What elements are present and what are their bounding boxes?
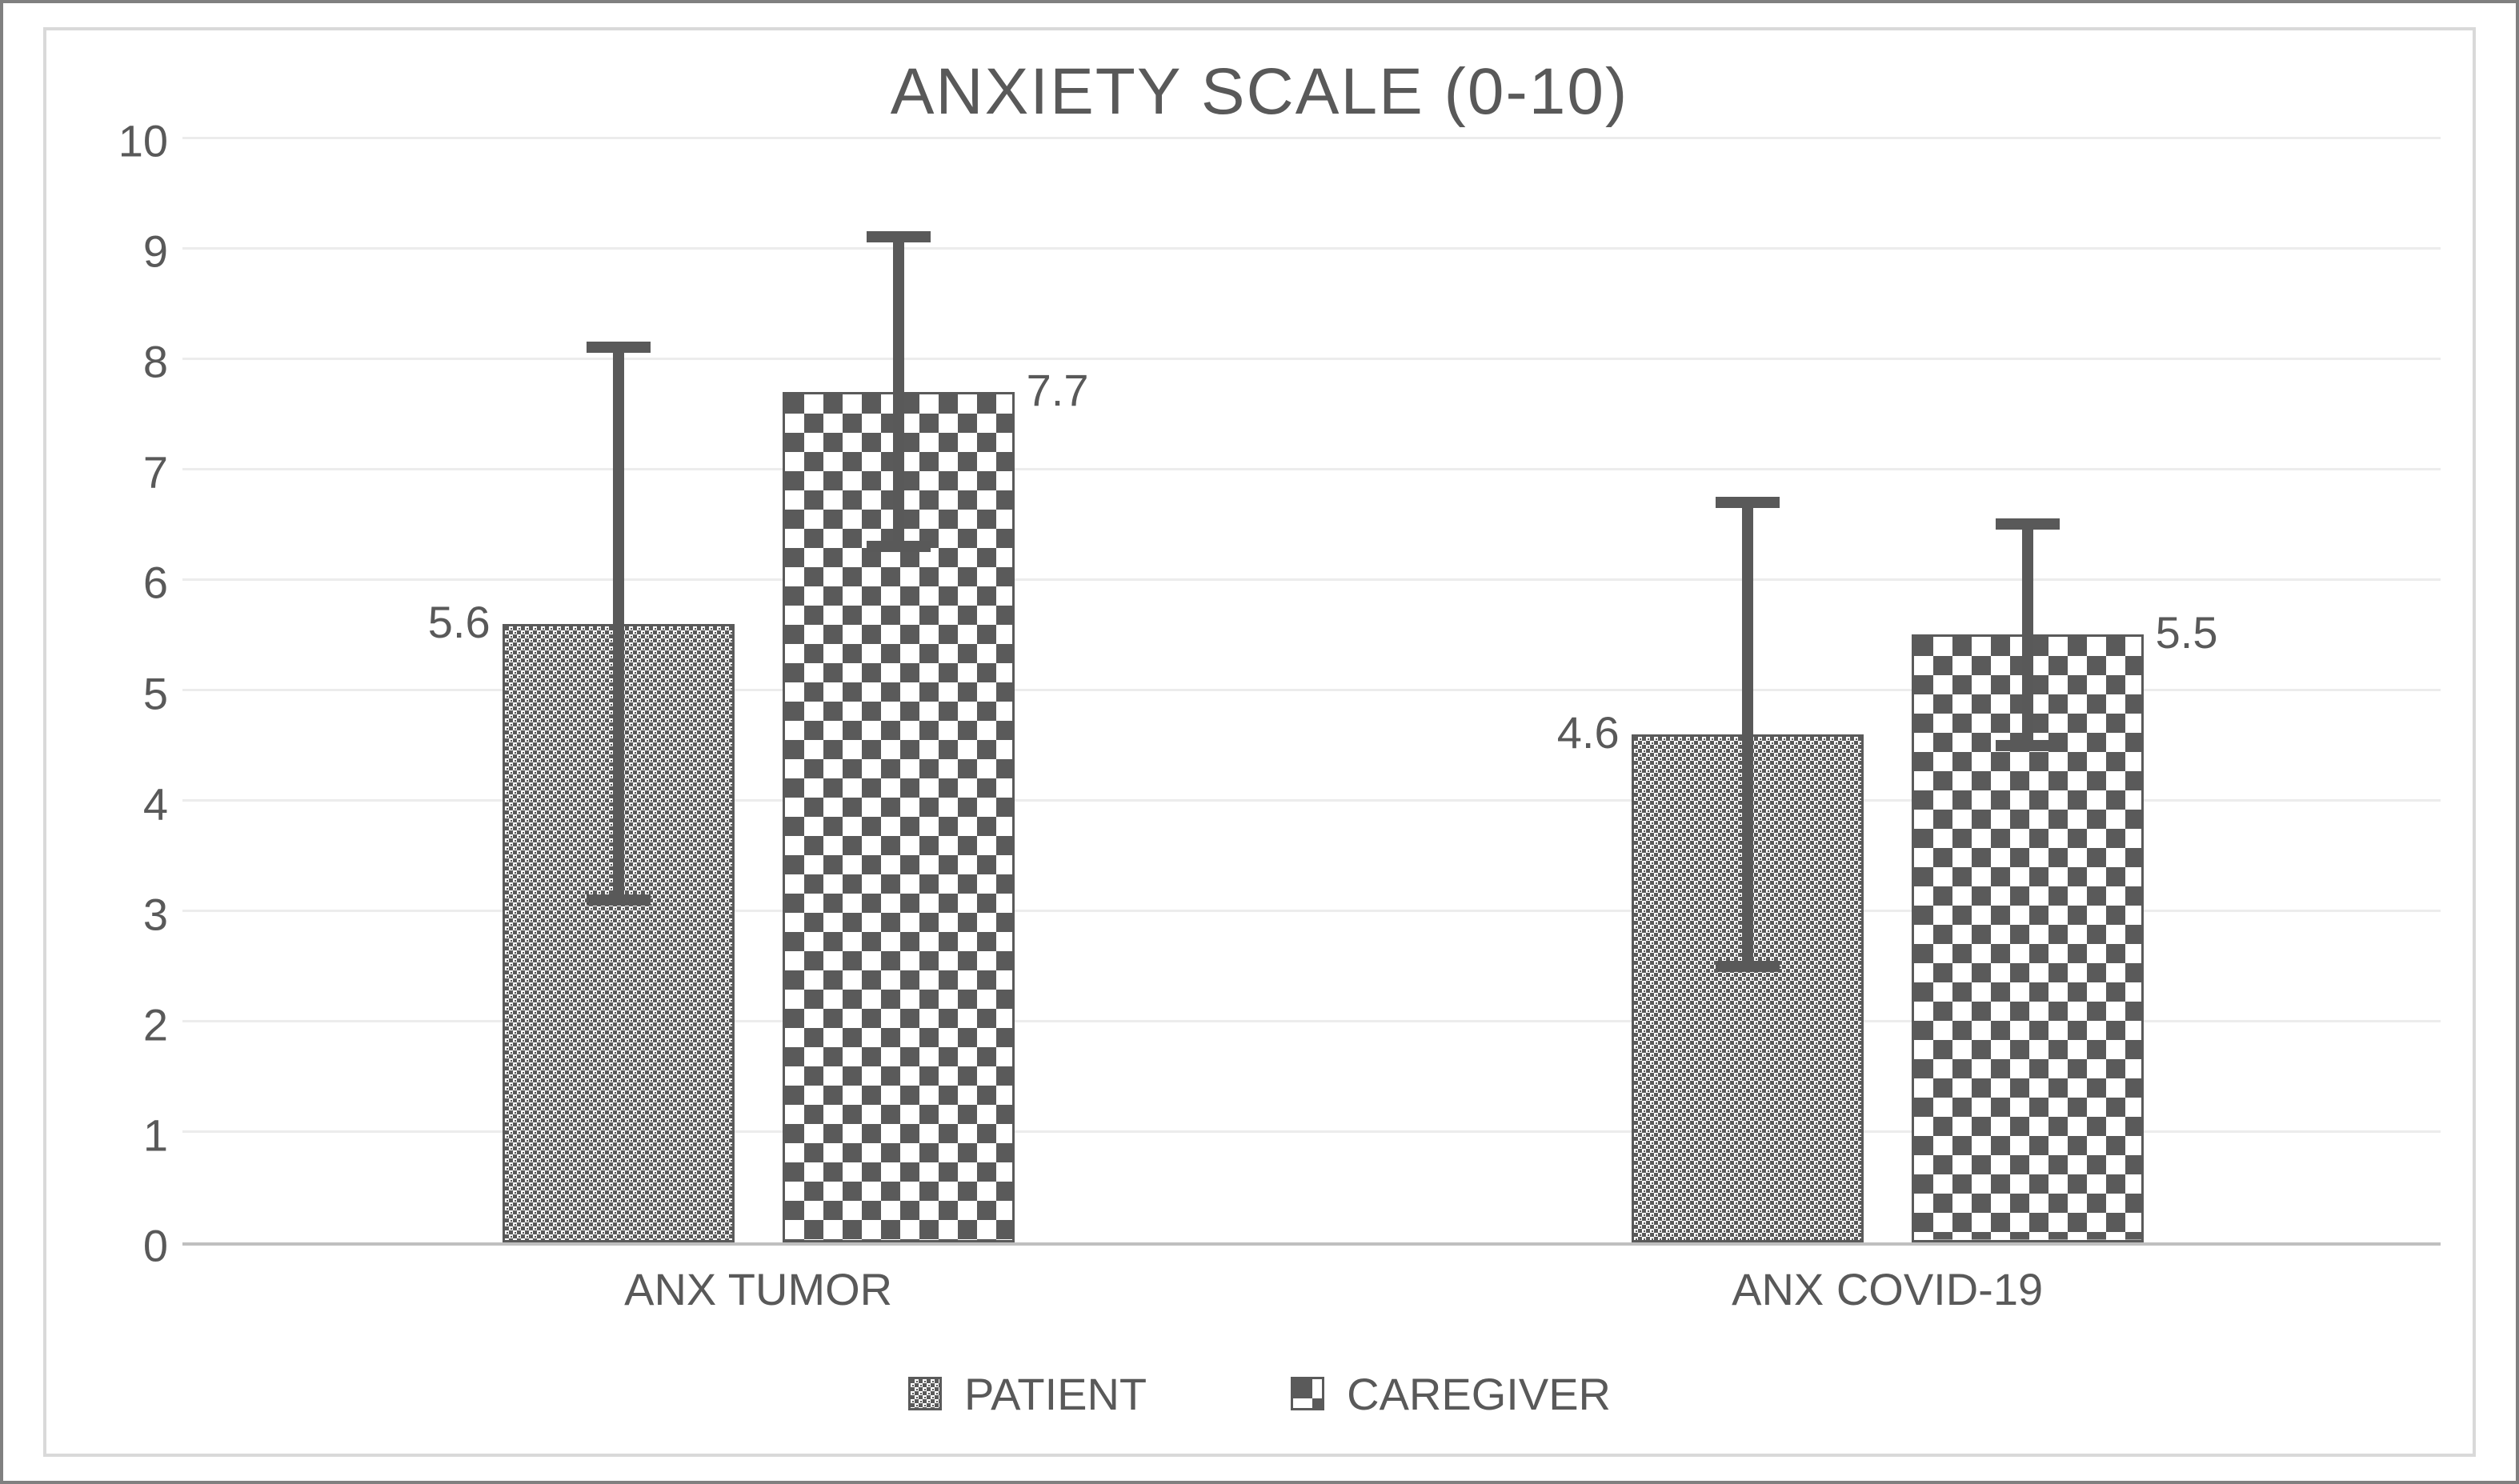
y-tick-label: 8 [143,336,168,388]
error-bar-cap [587,342,651,353]
y-tick-label: 10 [118,115,168,167]
gridline [182,358,2441,360]
legend: PATIENT CAREGIVER [78,1350,2441,1438]
y-tick-label: 0 [143,1220,168,1272]
legend-label: PATIENT [964,1368,1147,1420]
bar [783,392,1015,1242]
error-bar-cap [867,231,931,242]
chart-title: ANXIETY SCALE (0-10) [891,54,1629,130]
plot-row: 012345678910 5.67.74.65.5 [78,138,2441,1246]
gridline [182,578,2441,581]
x-tick-label: ANX TUMOR [624,1263,892,1315]
y-tick-label: 7 [143,446,168,498]
plot-area: 5.6 7.7 4.6 5.5 [182,138,2441,1246]
x-axis: ANX TUMOR ANX COVID-19 [182,1246,2441,1350]
legend-item: CAREGIVER [1291,1368,1611,1420]
y-tick-label: 1 [143,1109,168,1161]
bar [1912,634,2144,1242]
y-axis: 012345678910 [78,138,182,1246]
legend-swatch [908,1377,942,1410]
y-tick-label: 9 [143,226,168,278]
plot-wrap: 012345678910 5.67.74.65.5 ANX TUMORANX C… [78,138,2441,1438]
bar [503,624,735,1242]
legend-item: PATIENT [908,1368,1147,1420]
gridline [182,468,2441,470]
gridline [182,247,2441,250]
data-label: 5.6 [428,596,491,648]
y-tick-label: 5 [143,667,168,719]
outer-frame: ANXIETY SCALE (0-10) 0 1 2 3 4 5 6 7 8 9 10 5.6 7.7… [0,0,2519,1484]
data-label: 4.6 [1557,706,1620,758]
y-tick-label: 4 [143,778,168,830]
y-tick-label: 3 [143,888,168,940]
legend-label: CAREGIVER [1347,1368,1611,1420]
y-tick-label: 2 [143,998,168,1050]
error-bar-cap [1996,518,2060,530]
data-label: 5.5 [2156,606,2218,658]
bar [1632,734,1864,1242]
legend-swatch [1291,1377,1324,1410]
data-label: 7.7 [1027,364,1089,416]
x-tick-label: ANX COVID-19 [1732,1263,2043,1315]
y-tick-label: 6 [143,557,168,609]
error-bar-cap [1716,497,1780,508]
chart-panel: ANXIETY SCALE (0-10) 0 1 2 3 4 5 6 7 8 9 10 5.6 7.7… [43,27,2476,1457]
gridline [182,137,2441,139]
